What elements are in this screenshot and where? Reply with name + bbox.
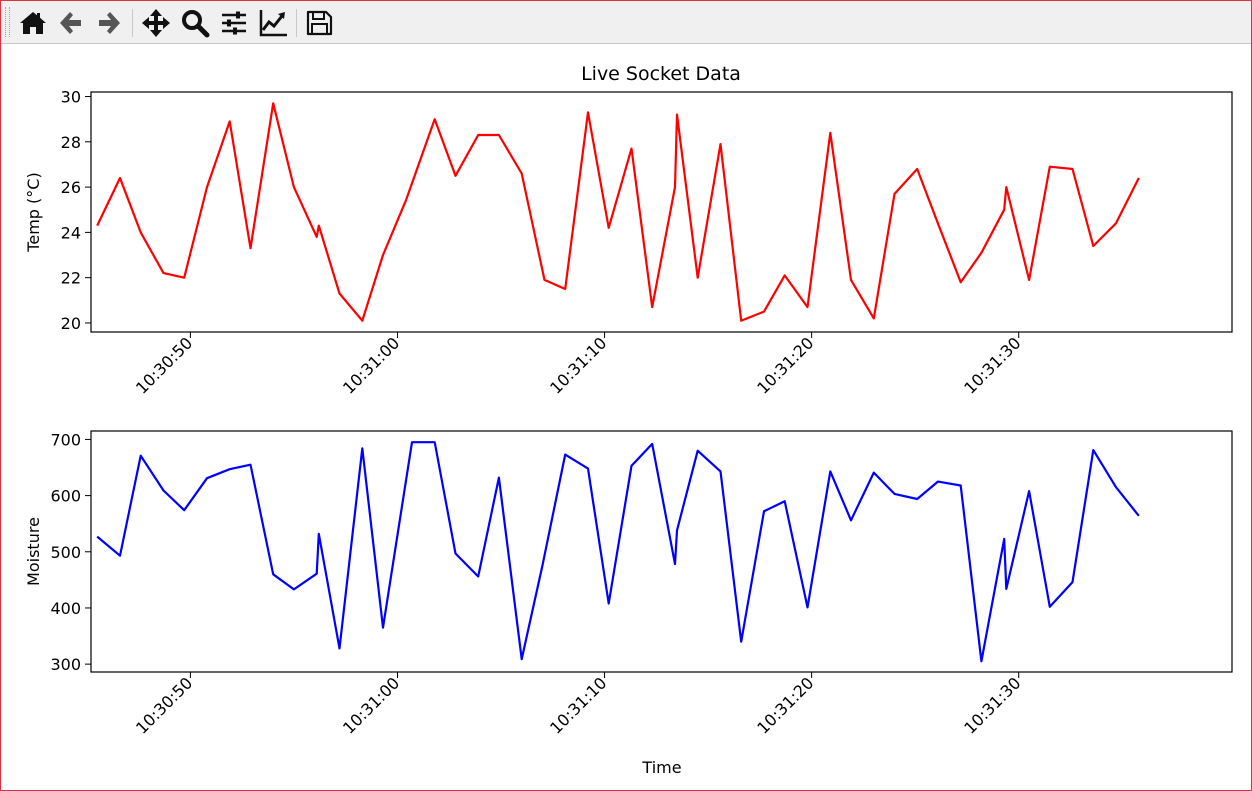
x-tick-label: 10:31:00	[339, 673, 403, 737]
y-tick-label: 30	[61, 88, 81, 107]
x-tick-label: 10:31:30	[960, 673, 1024, 737]
configure-subplots-button[interactable]	[217, 6, 251, 40]
edit-axis-button[interactable]	[256, 6, 290, 40]
back-button[interactable]	[54, 6, 88, 40]
x-tick-label: 10:31:20	[753, 673, 817, 737]
axes-frame	[90, 430, 1233, 673]
x-tick-label: 10:31:10	[546, 673, 610, 737]
pan-button[interactable]	[139, 6, 173, 40]
y-tick-label: 24	[61, 223, 81, 242]
x-tick-label: 10:30:50	[132, 333, 196, 397]
y-axis-label: Moisture	[24, 517, 43, 586]
y-tick-label: 500	[50, 543, 81, 562]
y-tick-label: 28	[61, 133, 81, 152]
home-icon	[20, 12, 46, 34]
back-arrow-icon	[60, 12, 81, 34]
pan-move-icon	[142, 9, 170, 37]
y-tick-label: 300	[50, 655, 81, 674]
axes-frame	[90, 91, 1233, 333]
zoom-button[interactable]	[178, 6, 212, 40]
zoom-magnifier-icon	[182, 10, 210, 38]
figure-title: Live Socket Data	[581, 63, 741, 85]
y-tick-label: 20	[61, 314, 81, 333]
series-line	[96, 102, 1140, 322]
moisture-subplot[interactable]: 300 400 500 600 700 10:30:50 10:31:00 10:31:10 1…	[24, 430, 1233, 738]
save-button[interactable]	[302, 6, 336, 40]
edit-axis-curves-icon	[259, 10, 287, 37]
temperature-subplot[interactable]: 20 22 24 26 28 30 10:30:50 10:31:00 10:31:10 10:3…	[24, 88, 1233, 398]
home-button[interactable]	[16, 6, 50, 40]
forward-arrow-icon	[99, 12, 120, 34]
y-tick-label: 22	[61, 269, 81, 288]
toolbar-separator	[296, 9, 297, 37]
toolbar-grip[interactable]	[5, 7, 10, 37]
x-tick-label: 10:31:30	[960, 333, 1024, 397]
y-tick-label: 400	[50, 599, 81, 618]
configure-subplots-icon	[222, 11, 246, 35]
forward-button[interactable]	[92, 6, 126, 40]
x-tick-label: 10:31:00	[339, 333, 403, 397]
x-tick-label: 10:31:10	[546, 333, 610, 397]
y-tick-label: 700	[50, 430, 81, 449]
toolbar-separator	[132, 9, 133, 37]
y-tick-label: 600	[50, 487, 81, 506]
y-tick-label: 26	[61, 178, 81, 197]
y-axis-label: Temp (°C)	[24, 172, 43, 252]
x-tick-label: 10:31:20	[753, 333, 817, 397]
x-axis-label: Time	[641, 758, 681, 777]
x-tick-label: 10:30:50	[132, 673, 196, 737]
save-floppy-icon	[306, 10, 333, 36]
figure-canvas[interactable]: Live Socket Data Time 20 22 24 26 28 30 10:30:…	[1, 44, 1251, 790]
navigation-toolbar	[1, 1, 1251, 44]
series-line	[96, 441, 1140, 663]
